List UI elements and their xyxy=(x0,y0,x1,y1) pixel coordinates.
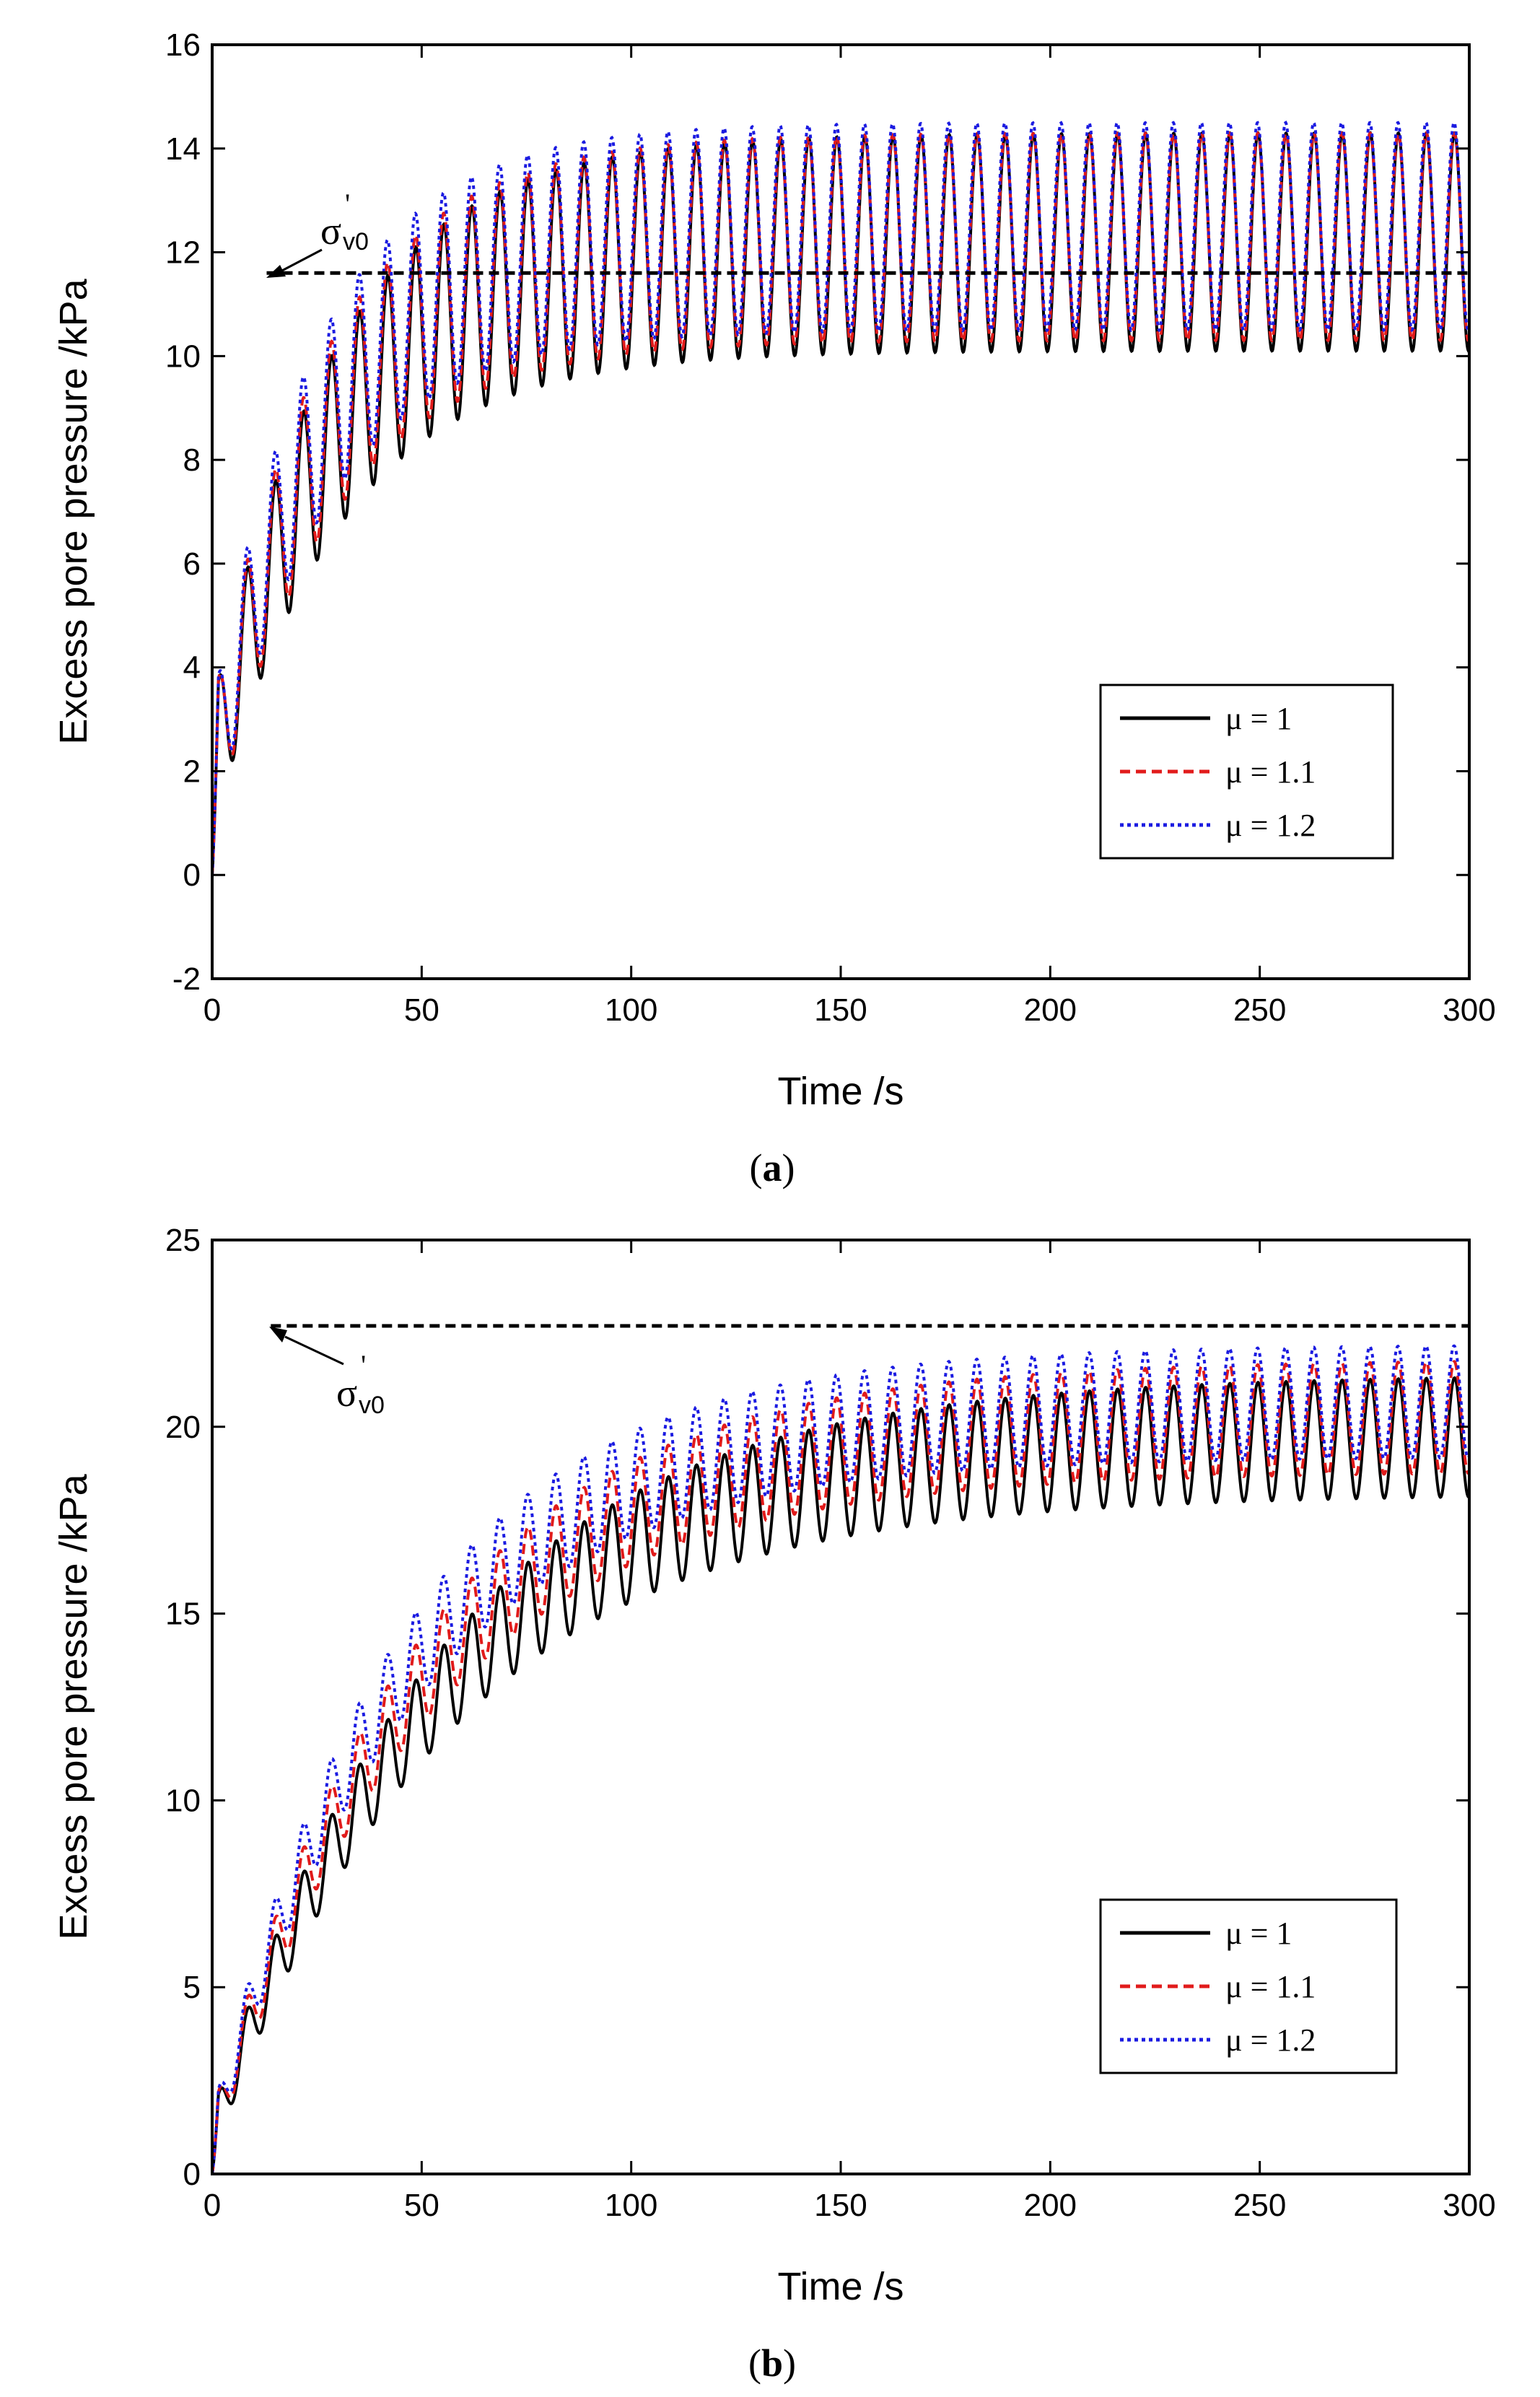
panel-a-annotation-arrow xyxy=(277,248,323,274)
panel-b-legend-label-mu12: μ = 1.2 xyxy=(1225,2022,1316,2058)
panel-b-caption-open: ( xyxy=(748,2341,761,2385)
panel-a-ytick-label: 8 xyxy=(183,442,201,478)
panel-a-xtick-label: 100 xyxy=(605,992,657,1028)
panel-a-annotation-arrowhead xyxy=(266,265,286,278)
panel-a-y-ticks: -2 0 2 4 6 8 10 12 14 16 xyxy=(165,27,1469,997)
panel-a-ytick-label: 6 xyxy=(183,546,201,582)
panel-a-xtick-label: 250 xyxy=(1233,992,1286,1028)
panel-a-xtick-label: 300 xyxy=(1443,992,1495,1028)
panel-a-caption-open: ( xyxy=(750,1146,763,1189)
panel-b-legend-box xyxy=(1099,1898,1398,2074)
panel-b-legend: μ = 1 μ = 1.1 μ = 1.2 xyxy=(1099,1898,1398,2074)
panel-b-series-mu11-line xyxy=(212,1360,1469,2174)
panel-b-caption-close: ) xyxy=(783,2341,796,2385)
panel-b-xtick-label: 250 xyxy=(1233,2188,1286,2223)
panel-a-caption-letter: a xyxy=(763,1146,782,1189)
panel-a-ytick-label: -2 xyxy=(172,961,201,997)
panel-a-x-ticks: 0 50 100 150 200 250 300 xyxy=(204,45,1496,1028)
panel-b-ytick-label: 15 xyxy=(165,1597,201,1632)
panel-a-series-group xyxy=(212,121,1469,876)
panel-a-caption: (a) xyxy=(750,1146,795,1189)
panel-b-xtick-label: 0 xyxy=(204,2188,221,2223)
panel-a-xtick-label: 200 xyxy=(1024,992,1077,1028)
panel-b-series-group xyxy=(212,1344,1469,2174)
panel-a-ytick-label: 12 xyxy=(165,235,201,271)
panel-b-ytick-label: 10 xyxy=(165,1783,201,1818)
panel-b-annotation-arrowhead xyxy=(269,1327,287,1342)
panel-a-legend-label-mu1: μ = 1 xyxy=(1225,701,1292,736)
panel-a-y-axis-label: Excess pore pressure /kPa xyxy=(52,278,95,744)
panel-b-x-ticks: 0 50 100 150 200 250 300 xyxy=(204,1240,1496,2223)
panel-b-series-mu12-line xyxy=(212,1344,1469,2174)
panel-a-legend-label-mu11: μ = 1.1 xyxy=(1225,754,1316,790)
panel-a-xtick-label: 150 xyxy=(814,992,867,1028)
panel-a-legend-label-mu12: μ = 1.2 xyxy=(1225,808,1316,843)
panel-a-series-mu12-line xyxy=(212,121,1469,876)
panel-a-caption-text: (a) xyxy=(750,1146,795,1189)
panel-b-xtick-label: 50 xyxy=(404,2188,439,2223)
panel-b-y-axis-label: Excess pore pressure /kPa xyxy=(52,1473,95,1939)
panel-a-sigma-prime: ' xyxy=(345,188,350,220)
panel-a-sigma-symbol: σ xyxy=(320,209,341,253)
panel-b-xtick-label: 100 xyxy=(605,2188,657,2223)
panel-b-sigma-annotation: σ ' v0 xyxy=(269,1327,385,1419)
panel-a-caption-close: ) xyxy=(782,1146,795,1189)
panel-a-ytick-label: 0 xyxy=(183,857,201,893)
panel-b-sigma-subscript: v0 xyxy=(359,1392,385,1419)
panel-b-ytick-label: 5 xyxy=(183,1970,201,2005)
panel-b-legend-label-mu1: μ = 1 xyxy=(1225,1916,1292,1951)
panel-a-xtick-label: 50 xyxy=(404,992,439,1028)
panel-b-annotation-arrow xyxy=(284,1335,344,1366)
panel-a-legend: μ = 1 μ = 1.1 μ = 1.2 xyxy=(1099,684,1394,860)
panel-b-caption-letter: b xyxy=(761,2341,783,2385)
panel-b-ytick-label: 25 xyxy=(165,1223,201,1258)
panel-b-y-ticks: 0 5 10 15 20 25 xyxy=(165,1223,1469,2192)
panel-b: 0 50 100 150 200 250 300 0 5 10 15 20 25 Time /s Ex… xyxy=(52,1223,1496,2385)
panel-b-sigma-symbol: σ xyxy=(336,1371,357,1415)
panel-b-ytick-label: 0 xyxy=(183,2157,201,2192)
panel-a-sigma-subscript: v0 xyxy=(343,228,369,256)
panel-b-x-axis-label: Time /s xyxy=(778,2265,904,2308)
panel-a-ytick-label: 10 xyxy=(165,339,201,374)
panel-b-ytick-label: 20 xyxy=(165,1410,201,1445)
panel-a-legend-box xyxy=(1099,684,1394,860)
panel-b-xtick-label: 200 xyxy=(1024,2188,1077,2223)
panel-b-legend-label-mu11: μ = 1.1 xyxy=(1225,1969,1316,2004)
panel-a-ytick-label: 2 xyxy=(183,754,201,789)
panel-b-xtick-label: 300 xyxy=(1443,2188,1495,2223)
panel-a-ytick-label: 4 xyxy=(183,650,201,686)
panel-b-sigma-prime: ' xyxy=(361,1349,366,1381)
panel-a-sigma-annotation: σ ' v0 xyxy=(266,188,369,278)
panel-a-x-axis-label: Time /s xyxy=(778,1070,904,1113)
panel-b-caption-text: (b) xyxy=(748,2341,796,2385)
panel-a-ytick-label: 16 xyxy=(165,27,201,63)
panel-b-series-mu1-line xyxy=(212,1376,1469,2174)
panel-b-caption: (b) xyxy=(748,2341,796,2385)
panel-b-xtick-label: 150 xyxy=(814,2188,867,2223)
panel-a-ytick-label: 14 xyxy=(165,131,201,167)
panel-a-xtick-label: 0 xyxy=(204,992,221,1028)
